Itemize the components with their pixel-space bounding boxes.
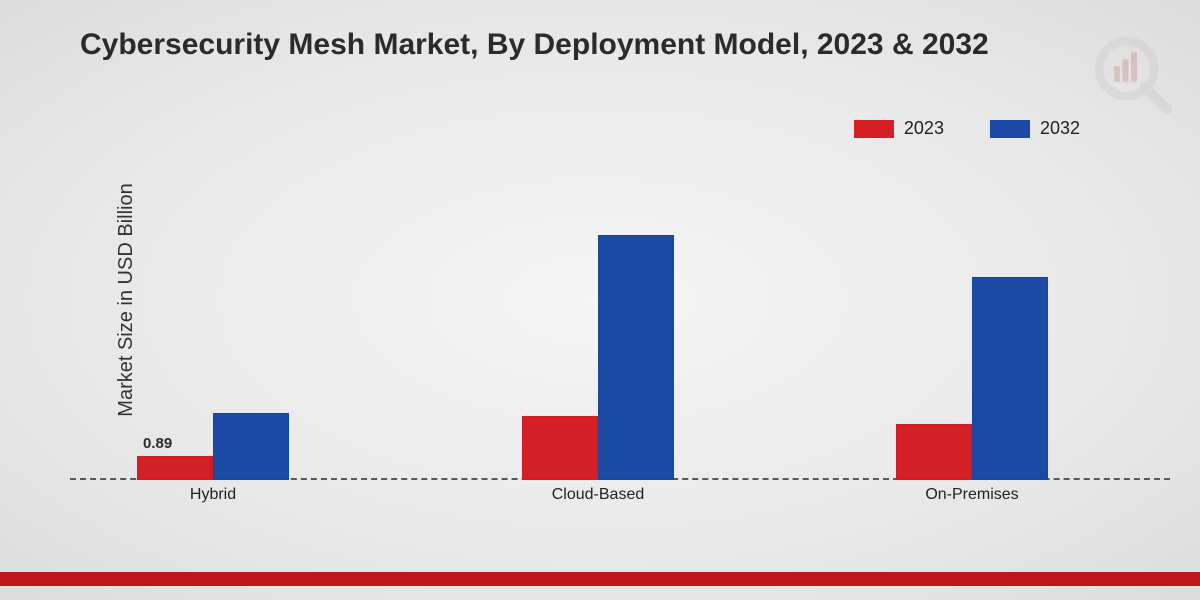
bar-2023	[896, 424, 972, 480]
chart-title: Cybersecurity Mesh Market, By Deployment…	[80, 28, 989, 62]
chart-canvas: Cybersecurity Mesh Market, By Deployment…	[0, 0, 1200, 600]
bar-2032	[972, 277, 1048, 480]
bar-2023	[137, 456, 213, 480]
legend-swatch-2032	[990, 120, 1030, 138]
legend-label-2023: 2023	[904, 118, 944, 139]
watermark-icon	[1088, 30, 1174, 116]
category-label: On-Premises	[925, 486, 1018, 504]
category-label: Hybrid	[190, 486, 236, 504]
legend-label-2032: 2032	[1040, 118, 1080, 139]
bar-value-label: 0.89	[143, 435, 172, 452]
legend-item-2023: 2023	[854, 118, 944, 139]
bar-2032	[213, 413, 289, 480]
bar-group: Hybrid0.89	[123, 413, 303, 480]
bar-group: Cloud-Based	[508, 235, 688, 480]
legend-swatch-2023	[854, 120, 894, 138]
legend: 2023 2032	[854, 118, 1080, 139]
bar-2023	[522, 416, 598, 480]
footer-accent-bar	[0, 572, 1200, 586]
plot-area: Hybrid0.89 Cloud-Based On-Premises	[70, 160, 1170, 480]
bar-group: On-Premises	[882, 277, 1062, 480]
category-label: Cloud-Based	[552, 486, 645, 504]
bar-2032	[598, 235, 674, 480]
legend-item-2032: 2032	[990, 118, 1080, 139]
